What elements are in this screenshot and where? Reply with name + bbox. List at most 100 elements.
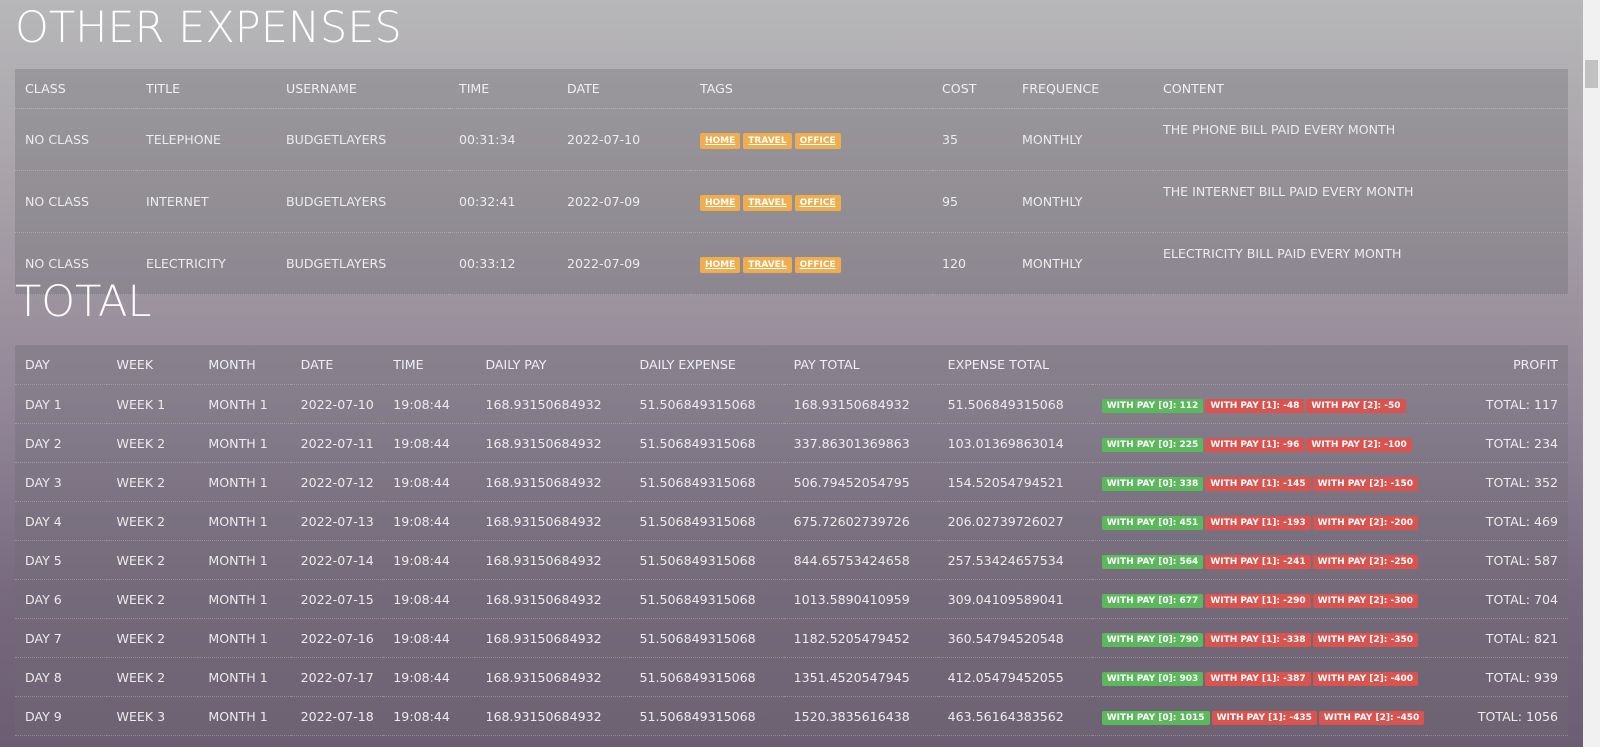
expenses-header-title[interactable]: TITLE — [136, 69, 276, 109]
total-pay-total: 506.79452054795 — [783, 462, 938, 502]
tag-travel[interactable]: TRAVEL — [743, 194, 792, 211]
scrollbar-thumb[interactable] — [1585, 60, 1598, 88]
total-with-pay-badges: WITH PAY [0]: 564 WITH PAY [1]: -241 WITH … — [1091, 540, 1427, 580]
total-daily-expense: 51.506849315068 — [629, 618, 784, 658]
total-week: WEEK 2 — [106, 462, 199, 502]
with-pay-badge: WITH PAY [1]: -338 — [1205, 632, 1311, 647]
total-with-pay-badges: WITH PAY [0]: 790 WITH PAY [1]: -338 WITH … — [1091, 618, 1427, 658]
total-date: 2022-07-11 — [290, 423, 384, 463]
total-time: 19:08:44 — [383, 657, 476, 697]
total-week: WEEK 2 — [106, 579, 199, 619]
total-date: 2022-07-16 — [290, 618, 384, 658]
total-time: 19:08:44 — [383, 618, 476, 658]
total-day: DAY 9 — [15, 696, 107, 736]
total-header-profit[interactable]: PROFIT — [1426, 345, 1568, 385]
with-pay-badge: WITH PAY [2]: -150 — [1312, 476, 1419, 491]
total-pay-total: 1182.5205479452 — [783, 618, 938, 658]
expense-content: THE INTERNET BILL PAID EVERY MONTH — [1153, 170, 1568, 233]
expense-tags: HOME TRAVEL OFFICE — [690, 108, 932, 171]
total-day: DAY 2 — [15, 423, 107, 463]
tag-home[interactable]: HOME — [700, 256, 741, 273]
with-pay-badge: WITH PAY [2]: -300 — [1312, 593, 1419, 608]
total-month: MONTH 1 — [198, 384, 291, 424]
expense-content: THE PHONE BILL PAID EVERY MONTH — [1153, 108, 1568, 171]
total-header-date[interactable]: DATE — [290, 345, 384, 385]
tag-office[interactable]: OFFICE — [794, 132, 841, 149]
total-header-daily-expense[interactable]: DAILY EXPENSE — [629, 345, 784, 385]
expenses-header-cost[interactable]: COST — [932, 69, 1012, 109]
expenses-header-class[interactable]: CLASS — [15, 69, 136, 109]
total-time: 19:08:44 — [383, 540, 476, 580]
with-pay-badge: WITH PAY [2]: -50 — [1306, 398, 1406, 413]
total-day: DAY 1 — [15, 384, 107, 424]
expense-row: NO CLASS ELECTRICITY BUDGETLAYERS 00:33:… — [15, 232, 1568, 295]
total-expense-total: 360.54794520548 — [937, 618, 1092, 658]
expense-time: 00:33:12 — [449, 232, 557, 295]
expenses-header-frequence[interactable]: FREQUENCE — [1012, 69, 1153, 109]
total-expense-total: 103.01369863014 — [937, 423, 1092, 463]
total-profit: TOTAL: 704 — [1426, 579, 1568, 619]
expenses-header-username[interactable]: USERNAME — [276, 69, 449, 109]
expenses-header-date[interactable]: DATE — [557, 69, 690, 109]
expenses-header-row: CLASS TITLE USERNAME TIME DATE TAGS COST… — [15, 69, 1568, 109]
expense-frequence: MONTHLY — [1012, 232, 1153, 295]
with-pay-badge: WITH PAY [0]: 338 — [1101, 476, 1204, 491]
total-expense-total: 154.52054794521 — [937, 462, 1092, 502]
total-profit: TOTAL: 352 — [1426, 462, 1568, 502]
total-expense-total: 412.05479452055 — [937, 657, 1092, 697]
total-row: DAY 2 WEEK 2 MONTH 1 2022-07-11 19:08:44 168.… — [15, 423, 1568, 463]
expenses-header-content[interactable]: CONTENT — [1153, 69, 1568, 109]
with-pay-badge: WITH PAY [2]: -250 — [1312, 554, 1419, 569]
total-daily-expense: 51.506849315068 — [629, 384, 784, 424]
total-daily-pay: 168.93150684932 — [475, 696, 630, 736]
total-expense-total: 206.02739726027 — [937, 501, 1092, 541]
total-expense-total: 463.56164383562 — [937, 696, 1092, 736]
with-pay-badge: WITH PAY [2]: -350 — [1312, 632, 1419, 647]
expense-username: BUDGETLAYERS — [276, 170, 449, 233]
tag-office[interactable]: OFFICE — [794, 256, 841, 273]
total-title: TOTAL — [15, 277, 152, 327]
expense-time: 00:31:34 — [449, 108, 557, 171]
expense-row: NO CLASS TELEPHONE BUDGETLAYERS 00:31:34… — [15, 108, 1568, 171]
total-month: MONTH 1 — [198, 657, 291, 697]
tag-home[interactable]: HOME — [700, 132, 741, 149]
other-expenses-panel: CLASS TITLE USERNAME TIME DATE TAGS COST… — [15, 69, 1568, 295]
expense-cost: 120 — [932, 232, 1012, 295]
with-pay-badge: WITH PAY [1]: -145 — [1205, 476, 1311, 491]
total-profit: TOTAL: 1056 — [1426, 696, 1568, 736]
tag-home[interactable]: HOME — [700, 194, 741, 211]
tag-travel[interactable]: TRAVEL — [743, 132, 792, 149]
total-profit: TOTAL: 469 — [1426, 501, 1568, 541]
expense-date: 2022-07-09 — [557, 232, 690, 295]
tag-travel[interactable]: TRAVEL — [743, 256, 792, 273]
total-daily-expense: 51.506849315068 — [629, 423, 784, 463]
total-week: WEEK 1 — [106, 384, 199, 424]
total-pay-total: 844.65753424658 — [783, 540, 938, 580]
total-row: DAY 7 WEEK 2 MONTH 1 2022-07-16 19:08:44 168.… — [15, 618, 1568, 658]
total-time: 19:08:44 — [383, 501, 476, 541]
total-day: DAY 3 — [15, 462, 107, 502]
total-with-pay-badges: WITH PAY [0]: 225 WITH PAY [1]: -96 WITH P… — [1091, 423, 1427, 463]
expenses-header-time[interactable]: TIME — [449, 69, 557, 109]
vertical-scrollbar[interactable] — [1583, 0, 1600, 747]
total-expense-total: 257.53424657534 — [937, 540, 1092, 580]
total-header-daily-pay[interactable]: DAILY PAY — [475, 345, 630, 385]
total-header-pay-total[interactable]: PAY TOTAL — [783, 345, 938, 385]
total-header-time[interactable]: TIME — [383, 345, 476, 385]
expense-content: ELECTRICITY BILL PAID EVERY MONTH — [1153, 232, 1568, 295]
expenses-header-tags[interactable]: TAGS — [690, 69, 932, 109]
total-daily-expense: 51.506849315068 — [629, 540, 784, 580]
total-week: WEEK 3 — [106, 696, 199, 736]
total-header-week[interactable]: WEEK — [106, 345, 199, 385]
total-with-pay-badges: WITH PAY [0]: 1015 WITH PAY [1]: -435 WITH… — [1091, 696, 1427, 736]
total-week: WEEK 2 — [106, 540, 199, 580]
total-header-month[interactable]: MONTH — [198, 345, 291, 385]
total-daily-pay: 168.93150684932 — [475, 423, 630, 463]
total-header-day[interactable]: DAY — [15, 345, 107, 385]
total-row: DAY 5 WEEK 2 MONTH 1 2022-07-14 19:08:44 168.… — [15, 540, 1568, 580]
total-day: DAY 4 — [15, 501, 107, 541]
total-header-expense-total[interactable]: EXPENSE TOTAL — [937, 345, 1092, 385]
total-daily-expense: 51.506849315068 — [629, 462, 784, 502]
with-pay-badge: WITH PAY [2]: -450 — [1318, 710, 1425, 725]
tag-office[interactable]: OFFICE — [794, 194, 841, 211]
